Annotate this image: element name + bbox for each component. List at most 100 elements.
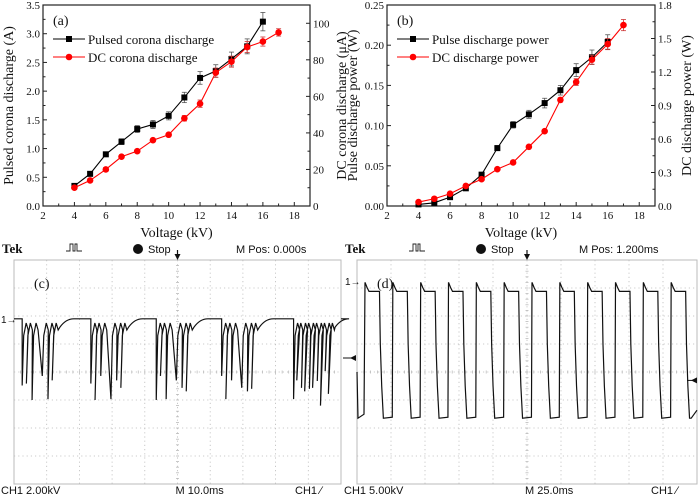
legend-marker (410, 36, 416, 42)
data-point (71, 184, 78, 192)
data-point (181, 114, 188, 122)
x-tick-label: 14 (571, 210, 583, 222)
y-tick-label: 0.0 (26, 201, 40, 213)
scope-d: Tek Stop M Pos: 1.200ms CH1 5.00kV M 25.0ms C… (344, 241, 698, 496)
x-tick-label: 12 (195, 210, 206, 222)
data-point (446, 190, 454, 198)
series-line (74, 31, 279, 189)
y-right-tick-label: 0.9 (658, 101, 672, 113)
y-tick-label: 0.25 (365, 0, 385, 12)
chart-b: 2 4 6 8 10 12 14 16 18 0.00 0.05 0.10 0.15 0.20 0.25 0.… (346, 0, 695, 241)
scope-state: Stop (491, 244, 514, 256)
data-point (494, 165, 501, 173)
data-point (430, 195, 438, 203)
data-point (243, 43, 251, 51)
data-point (572, 78, 580, 86)
x-tick-label: 16 (602, 210, 614, 222)
x-tick-label: 10 (508, 210, 520, 222)
data-point (259, 18, 266, 25)
trigger-position-arrow (524, 254, 530, 260)
data-point (478, 175, 485, 183)
data-point (415, 198, 422, 206)
data-point (588, 56, 596, 64)
data-point (102, 151, 109, 158)
x-tick-label: 18 (289, 210, 301, 222)
x-tick-label: 18 (634, 210, 646, 222)
data-point (509, 159, 517, 166)
waveform-trace (14, 318, 350, 406)
data-point (165, 131, 172, 139)
x-tick-label: 2 (384, 210, 390, 222)
y-tick-label: 0.20 (365, 40, 385, 52)
y-tick-label: 3.0 (26, 29, 40, 41)
x-tick-label: 4 (72, 210, 78, 222)
x-tick-label: 14 (226, 210, 238, 222)
scope-mpos: M Pos: 1.200ms (579, 244, 659, 256)
data-point (181, 94, 188, 101)
data-point (478, 171, 485, 178)
scope-ch-scale: CH1 5.00kV (344, 485, 404, 496)
data-point (102, 166, 110, 173)
x-tick-label: 10 (163, 210, 175, 222)
channel-marker: 1→ (345, 277, 361, 288)
scope-trigger: CH1 ∕ (651, 485, 680, 496)
x-tick-label: 6 (103, 210, 109, 222)
data-point (462, 182, 470, 190)
x-tick-label: 8 (134, 210, 140, 222)
legend-marker (66, 36, 72, 42)
data-point (196, 100, 204, 107)
data-point (149, 121, 156, 128)
data-point (557, 87, 564, 94)
series-dc-corona-discharge (71, 28, 282, 192)
y-tick-label: 1.5 (26, 115, 40, 127)
x-tick-label: 12 (539, 210, 550, 222)
y-tick-label: 2.0 (26, 86, 40, 98)
scope-brand: Tek (2, 241, 23, 256)
data-point (557, 96, 564, 104)
data-point (134, 126, 141, 133)
legend-marker (65, 53, 73, 61)
y-right-tick-label: 0.6 (658, 134, 672, 146)
data-point (86, 177, 94, 184)
legend-marker (409, 53, 417, 61)
y-tick-label: 2.5 (26, 57, 40, 69)
acquisition-icon (409, 243, 425, 252)
x-tick-label: 6 (447, 210, 453, 222)
data-point (118, 138, 125, 145)
scope-timebase: M 25.0ms (525, 485, 574, 496)
x-tick-label: 16 (257, 210, 269, 222)
data-point (133, 147, 141, 155)
x-axis-label: Voltage (kV) (485, 226, 558, 241)
y-right-tick-label: 1.8 (658, 0, 672, 12)
y-axis-label: Pulsed corona discharge (A) (2, 26, 17, 185)
panel-label: (a) (53, 14, 69, 29)
panel-label: (b) (397, 14, 414, 29)
panel-label: (c) (34, 277, 50, 292)
y-tick-label: 0.5 (26, 172, 40, 184)
x-tick-label: 8 (479, 210, 485, 222)
data-point (197, 74, 204, 81)
y-axis-label: Pulse discharge power (W) (346, 29, 361, 181)
data-point (149, 136, 157, 144)
x-tick-label: 2 (40, 210, 46, 222)
x-axis-label: Voltage (kV) (140, 226, 213, 241)
y-right-tick-label: 1.2 (658, 67, 672, 79)
data-point (87, 170, 94, 177)
channel-marker: 1→ (1, 315, 17, 326)
x-tick-label: 4 (416, 210, 422, 222)
y-tick-label: 0.15 (365, 80, 385, 92)
data-point (525, 111, 532, 118)
data-point (275, 29, 282, 36)
legend-label: Pulse discharge power (432, 32, 549, 47)
y-tick-label: 3.5 (26, 0, 40, 12)
data-point (212, 69, 220, 76)
y-tick-label: 1.0 (26, 144, 40, 156)
y-right-axis-label: DC corona discharge (μA) (335, 31, 350, 180)
data-point (510, 121, 517, 128)
scope-state: Stop (148, 244, 171, 256)
y-tick-label: 0.05 (365, 161, 385, 173)
legend: Pulse discharge power DC discharge power (397, 32, 549, 65)
y-right-tick-label: 0 (313, 201, 319, 213)
legend: Pulsed corona discharge DC corona dischar… (53, 32, 214, 65)
